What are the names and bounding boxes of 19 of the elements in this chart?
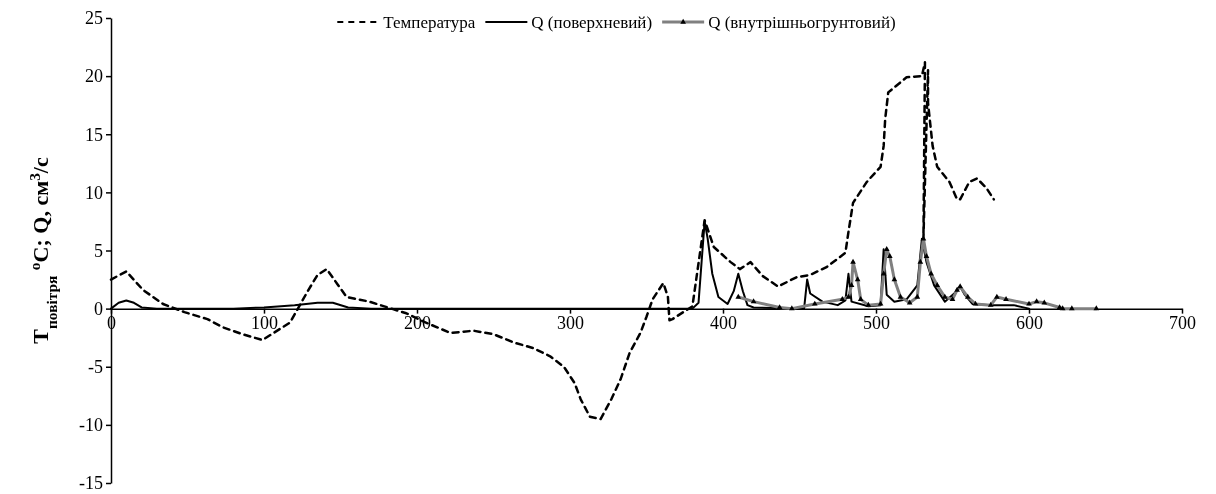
x-tick-label: 100 bbox=[251, 313, 278, 334]
y-tick-label: 10 bbox=[85, 182, 103, 203]
x-tick-label: 600 bbox=[1016, 313, 1043, 334]
y-tick-label: 20 bbox=[85, 66, 103, 87]
y-tick-label: -10 bbox=[79, 415, 103, 436]
y-tick-label: 5 bbox=[94, 240, 103, 261]
x-tick-label: 300 bbox=[557, 313, 584, 334]
legend-label: Температура bbox=[383, 13, 476, 32]
y-tick-label: 0 bbox=[94, 298, 103, 319]
y-tick-label: -15 bbox=[79, 473, 103, 494]
y-tick-label: 15 bbox=[85, 124, 103, 145]
legend-label: Q (внутрішньогрунтовий) bbox=[708, 13, 896, 32]
x-tick-label: 700 bbox=[1169, 313, 1196, 334]
y-tick-label: -5 bbox=[88, 357, 103, 378]
x-tick-label: 500 bbox=[863, 313, 890, 334]
y-tick-label: 25 bbox=[85, 8, 103, 29]
x-tick-label: 400 bbox=[710, 313, 737, 334]
legend-label: Q (поверхневий) bbox=[531, 13, 653, 32]
x-tick-label: 200 bbox=[404, 313, 431, 334]
